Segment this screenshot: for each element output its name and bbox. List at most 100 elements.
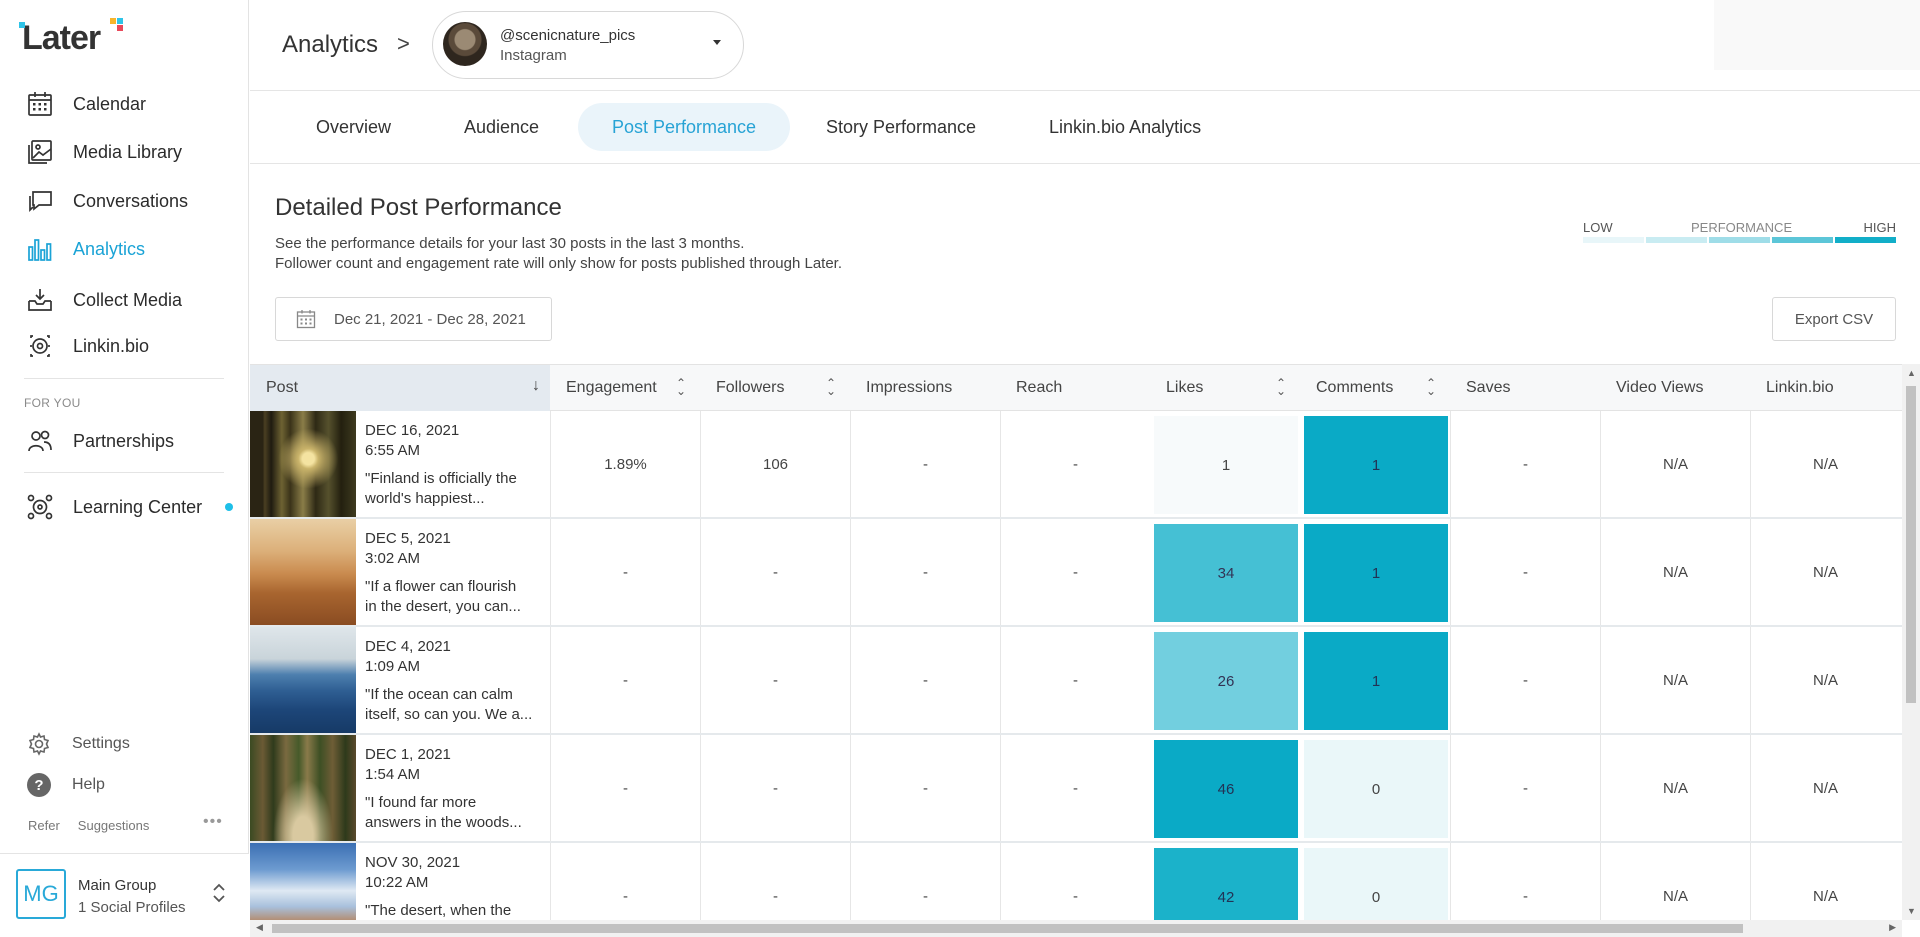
column-header-saves[interactable]: Saves	[1466, 379, 1511, 396]
learning-icon	[26, 493, 54, 521]
table-row[interactable]: NOV 30, 2021 10:22 AM "The desert, when …	[250, 843, 1902, 920]
sidebar-item-learning-center[interactable]: Learning Center	[26, 492, 202, 522]
chat-icon	[26, 187, 54, 215]
linkinbio-cell: N/A	[1750, 735, 1900, 841]
chevron-updown-icon[interactable]	[212, 882, 226, 905]
tab-story-performance[interactable]: Story Performance	[826, 116, 977, 137]
video-views-cell: N/A	[1600, 627, 1750, 733]
post-time: 1:09 AM	[365, 658, 421, 675]
table-row[interactable]: DEC 4, 2021 1:09 AM "If the ocean can ca…	[250, 627, 1902, 735]
impressions-cell: -	[850, 735, 1000, 841]
column-header-video-views[interactable]: Video Views	[1616, 379, 1704, 396]
column-header-label: Engagement	[566, 379, 657, 396]
column-header-reach[interactable]: Reach	[1016, 379, 1063, 396]
profile-handle: @scenicnature_pics	[500, 27, 636, 44]
post-info: NOV 30, 2021 10:22 AM "The desert, when …	[365, 853, 550, 920]
column-header-label: Post	[266, 379, 299, 396]
linkinbio-icon	[26, 332, 54, 360]
footer-links: Refer Suggestions	[28, 818, 149, 833]
sidebar-item-help[interactable]: ? Help	[26, 772, 105, 798]
sidebar-item-analytics[interactable]: Analytics	[26, 234, 145, 264]
tab-linkinbio-analytics[interactable]: Linkin.bio Analytics	[1049, 116, 1202, 137]
image-icon	[26, 138, 54, 166]
sidebar-item-partnerships[interactable]: Partnerships	[26, 426, 174, 456]
horizontal-scroll-thumb[interactable]	[272, 924, 1743, 933]
table-header: Post ↓ Engagement ⌃ ⌄ Followers ⌃ ⌄ Impres…	[250, 364, 1902, 411]
refer-link[interactable]: Refer	[28, 818, 60, 833]
table-row[interactable]: DEC 1, 2021 1:54 AM "I found far more an…	[250, 735, 1902, 843]
horizontal-scrollbar[interactable]: ◀ ▶	[250, 920, 1902, 937]
video-views-cell: N/A	[1600, 411, 1750, 517]
sidebar-item-conversations[interactable]: Conversations	[26, 186, 188, 216]
column-header-likes[interactable]: Likes ⌃ ⌄	[1150, 365, 1300, 411]
gear-icon	[26, 731, 52, 757]
column-header-post[interactable]: Post ↓	[250, 365, 550, 411]
logo-pixel	[117, 25, 123, 31]
sidebar-item-linkin-bio[interactable]: Linkin.bio	[26, 331, 149, 361]
table-row[interactable]: DEC 16, 2021 6:55 AM "Finland is officia…	[250, 411, 1902, 519]
sidebar-item-label: Conversations	[73, 190, 189, 211]
reach-cell: -	[1000, 843, 1150, 920]
scroll-down-arrow-icon[interactable]: ▼	[1907, 906, 1916, 916]
scroll-up-arrow-icon[interactable]: ▲	[1907, 368, 1916, 378]
tab-overview[interactable]: Overview	[316, 116, 392, 137]
column-header-comments[interactable]: Comments ⌃ ⌄	[1300, 365, 1450, 411]
comments-cell: 0	[1300, 735, 1450, 841]
engagement-cell: -	[550, 735, 700, 841]
group-switcher[interactable]: MG Main Group 1 Social Profiles	[0, 853, 249, 937]
profile-avatar	[443, 22, 487, 66]
sidebar-item-label: Settings	[72, 735, 130, 752]
column-header-followers[interactable]: Followers ⌃ ⌄	[700, 365, 850, 411]
column-header-engagement[interactable]: Engagement ⌃ ⌄	[550, 365, 700, 411]
post-caption: "The desert, when the	[365, 902, 512, 919]
impressions-cell: -	[850, 411, 1000, 517]
later-logo[interactable]: Later	[19, 18, 123, 58]
suggestions-link[interactable]: Suggestions	[77, 818, 150, 833]
sidebar-item-label: Calendar	[73, 93, 147, 114]
calendar-icon	[296, 309, 316, 329]
date-range-picker[interactable]: Dec 21, 2021 - Dec 28, 2021	[275, 297, 552, 341]
description-line-1: See the performance details for your las…	[275, 235, 745, 252]
profile-selector[interactable]: @scenicnature_pics Instagram	[432, 11, 744, 79]
calendar-icon	[26, 90, 54, 118]
tab-audience[interactable]: Audience	[464, 116, 540, 137]
sidebar-item-media-library[interactable]: Media Library	[26, 137, 182, 167]
sidebar-item-calendar[interactable]: Calendar	[26, 89, 146, 119]
post-thumbnail[interactable]	[250, 411, 356, 517]
impressions-cell: -	[850, 627, 1000, 733]
post-time: 6:55 AM	[365, 442, 421, 459]
engagement-cell: -	[550, 627, 700, 733]
download-tray-icon	[26, 286, 54, 314]
impressions-cell: -	[850, 519, 1000, 625]
column-header-linkinbio[interactable]: Linkin.bio	[1766, 379, 1834, 396]
post-thumbnail[interactable]	[250, 519, 356, 625]
post-date: DEC 5, 2021	[365, 530, 451, 547]
vertical-scrollbar[interactable]: ▲ ▼	[1902, 364, 1920, 920]
post-caption: "Finland is officially the	[365, 470, 517, 487]
linkinbio-cell: N/A	[1750, 519, 1900, 625]
tab-post-performance[interactable]: Post Performance	[578, 103, 791, 151]
post-thumbnail[interactable]	[250, 843, 356, 920]
linkinbio-cell: N/A	[1750, 627, 1900, 733]
scroll-left-arrow-icon[interactable]: ◀	[256, 922, 263, 932]
export-csv-button[interactable]: Export CSV	[1772, 297, 1896, 341]
likes-cell: 26	[1150, 627, 1300, 733]
likes-value: 34	[1154, 524, 1298, 622]
column-header-impressions[interactable]: Impressions	[866, 379, 953, 396]
post-thumbnail[interactable]	[250, 735, 356, 841]
likes-value: 1	[1154, 416, 1298, 514]
post-thumbnail[interactable]	[250, 627, 356, 733]
post-time: 10:22 AM	[365, 874, 429, 891]
sidebar-item-collect-media[interactable]: Collect Media	[26, 285, 182, 315]
post-caption: "If a flower can flourish	[365, 578, 517, 595]
vertical-scroll-thumb[interactable]	[1906, 386, 1916, 703]
legend-swatch	[1772, 237, 1833, 243]
saves-cell: -	[1450, 519, 1600, 625]
scroll-right-arrow-icon[interactable]: ▶	[1889, 922, 1896, 932]
sidebar-item-label: Linkin.bio	[73, 335, 150, 356]
table-row[interactable]: DEC 5, 2021 3:02 AM "If a flower can flo…	[250, 519, 1902, 627]
sidebar-item-settings[interactable]: Settings	[26, 731, 130, 757]
analytics-tabs: Overview Audience Post Performance Story…	[250, 91, 1920, 164]
post-info: DEC 5, 2021 3:02 AM "If a flower can flo…	[365, 529, 550, 617]
more-options-icon[interactable]: •••	[203, 813, 223, 830]
